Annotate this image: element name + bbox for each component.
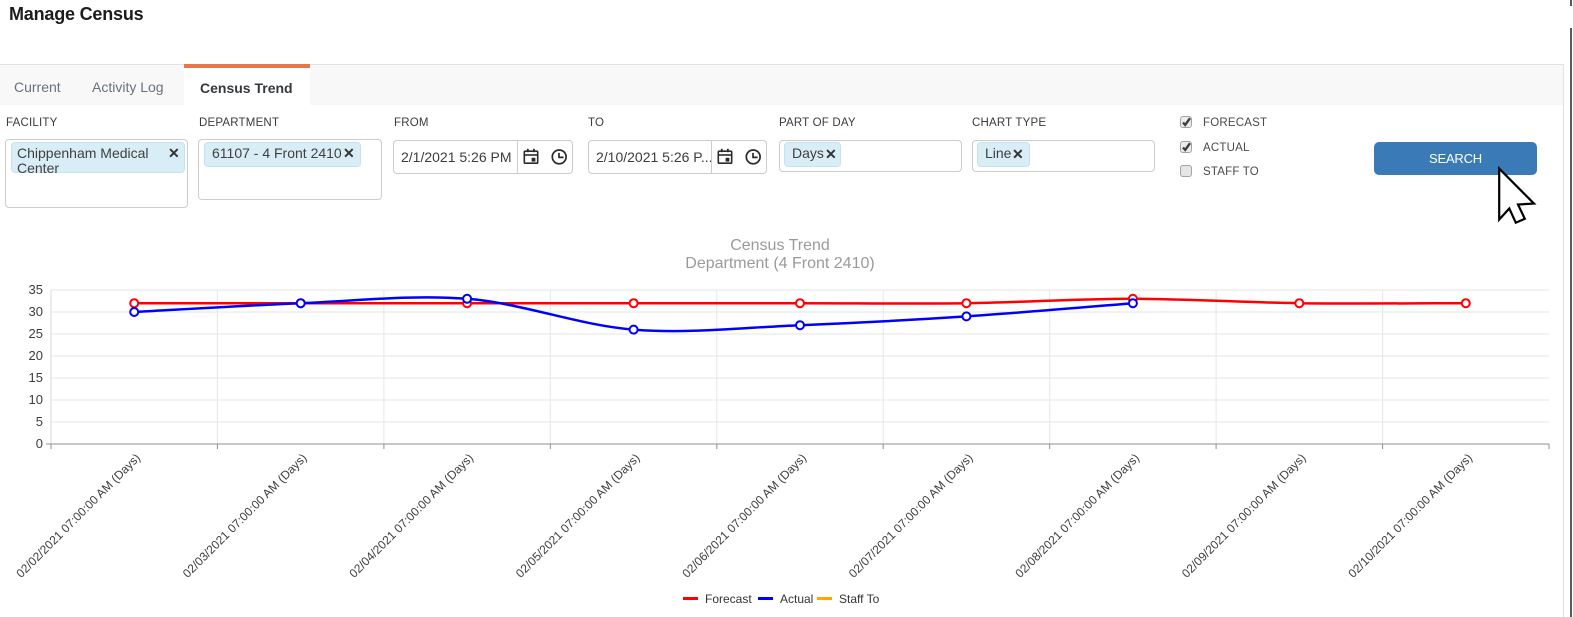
svg-text:Actual: Actual [780,592,813,606]
svg-text:20: 20 [29,348,43,363]
svg-text:02/02/2021 07:00:00 AM (Days): 02/02/2021 07:00:00 AM (Days) [13,451,143,581]
svg-text:Forecast: Forecast [705,592,752,606]
svg-text:5: 5 [36,414,43,429]
svg-text:10: 10 [29,392,43,407]
svg-text:35: 35 [29,282,43,297]
svg-text:0: 0 [36,436,43,451]
svg-text:Census Trend: Census Trend [730,237,830,254]
svg-text:02/06/2021 07:00:00 AM (Days): 02/06/2021 07:00:00 AM (Days) [679,451,809,581]
svg-text:02/03/2021 07:00:00 AM (Days): 02/03/2021 07:00:00 AM (Days) [180,451,310,581]
svg-text:Staff To: Staff To [839,592,880,606]
svg-text:02/09/2021 07:00:00 AM (Days): 02/09/2021 07:00:00 AM (Days) [1179,451,1309,581]
svg-text:02/04/2021 07:00:00 AM (Days): 02/04/2021 07:00:00 AM (Days) [346,451,476,581]
svg-text:02/10/2021 07:00:00 AM (Days): 02/10/2021 07:00:00 AM (Days) [1345,451,1475,581]
svg-text:02/08/2021 07:00:00 AM (Days): 02/08/2021 07:00:00 AM (Days) [1012,451,1142,581]
svg-text:15: 15 [29,370,43,385]
svg-text:30: 30 [29,304,43,319]
svg-text:02/07/2021 07:00:00 AM (Days): 02/07/2021 07:00:00 AM (Days) [846,451,976,581]
svg-text:25: 25 [29,326,43,341]
svg-text:02/05/2021 07:00:00 AM (Days): 02/05/2021 07:00:00 AM (Days) [513,451,643,581]
svg-text:Department (4 Front 2410): Department (4 Front 2410) [685,255,874,272]
